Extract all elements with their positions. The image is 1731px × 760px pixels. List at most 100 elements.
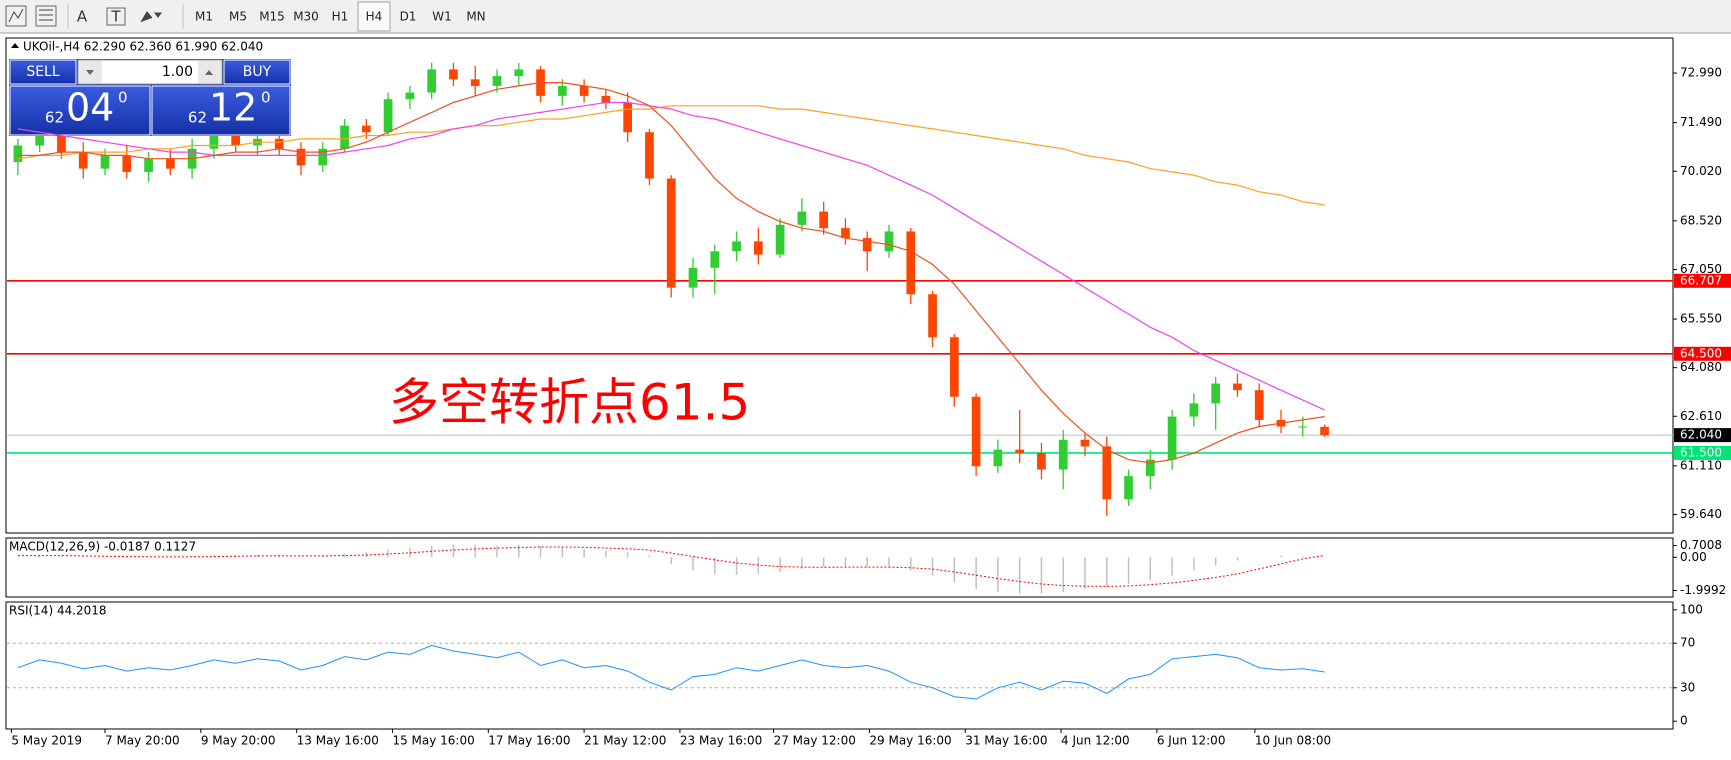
y-tick-label: 30 — [1680, 680, 1695, 694]
candle-body — [732, 241, 741, 252]
timeframe-active[interactable] — [357, 1, 391, 32]
panel-title: RSI(14) 44.2018 — [9, 604, 107, 618]
icon[interactable] — [35, 5, 57, 27]
candle-body — [35, 132, 45, 146]
level-label: 61.500 — [1680, 445, 1722, 459]
buy-price-box[interactable] — [151, 85, 291, 136]
panel-frame — [5, 37, 1674, 534]
candle-body — [78, 152, 88, 169]
level-label-bg — [1674, 428, 1731, 443]
candle-body — [993, 449, 1003, 467]
x-tick-label: 29 May 16:00 — [869, 734, 951, 748]
x-tick-label: 10 Jun 08:00 — [1255, 734, 1331, 748]
timeframe-button[interactable]: M15 — [259, 10, 285, 24]
x-tick-label: 21 May 12:00 — [584, 734, 666, 748]
candle-body — [579, 85, 589, 96]
buy-price-sup: 0 — [261, 89, 271, 107]
candle-body — [1298, 426, 1308, 428]
y-tick-label: 100 — [1680, 602, 1703, 616]
symbol-marker — [11, 43, 19, 48]
candle-body — [1015, 449, 1025, 453]
timeframe-button[interactable]: M30 — [293, 10, 319, 24]
candle-body — [645, 132, 654, 179]
sell-label[interactable]: SELL — [26, 64, 60, 80]
sell-price-main: 04 — [66, 86, 114, 130]
candle-body — [296, 148, 306, 166]
level-label-bg — [1674, 273, 1731, 288]
signal-line — [17, 546, 1325, 587]
arrow — [205, 70, 213, 75]
timeframe-button[interactable]: M1 — [195, 10, 213, 24]
x-tick-label: 17 May 16:00 — [488, 734, 570, 748]
x-tick-label: 15 May 16:00 — [392, 734, 474, 748]
tool-icon[interactable]: T — [110, 8, 121, 26]
timeframe-button[interactable]: H4 — [366, 10, 383, 24]
icon[interactable] — [5, 5, 27, 27]
panel-title: MACD(12,26,9) -0.0187 0.1127 — [9, 540, 196, 554]
candle-body — [13, 145, 23, 162]
candle-body — [405, 92, 415, 100]
candle-body — [1189, 403, 1199, 417]
y-tick-label: 72.990 — [1680, 66, 1722, 80]
moving-average — [17, 82, 1325, 464]
buy-price-main: 12 — [209, 86, 257, 130]
timeframe-button[interactable]: M5 — [229, 10, 247, 24]
x-tick-label: 6 Jun 12:00 — [1157, 734, 1226, 748]
candle-body — [1102, 446, 1112, 500]
candle-body — [797, 211, 807, 225]
candle-body — [775, 224, 785, 255]
candle-body — [623, 102, 633, 133]
x-tick-label: 7 May 20:00 — [105, 734, 180, 748]
x-tick-label: 23 May 16:00 — [680, 734, 762, 748]
candle-body — [209, 135, 219, 149]
candle-body — [122, 155, 132, 172]
tool-frame[interactable] — [106, 7, 126, 26]
buy-price-big: 62 — [188, 109, 207, 127]
candle-body — [906, 231, 916, 295]
lot-value[interactable]: 1.00 — [162, 64, 193, 80]
toolbar-icons — [5, 4, 184, 29]
buy-button[interactable] — [223, 59, 291, 85]
arrow — [86, 70, 94, 75]
candle-body — [557, 85, 567, 96]
candle-body — [1211, 383, 1221, 404]
candle-body — [1233, 383, 1242, 391]
y-tick-label: 59.640 — [1680, 507, 1722, 521]
level-label-bg — [1674, 346, 1731, 361]
candle-body — [601, 95, 611, 103]
x-tick-label: 9 May 20:00 — [201, 734, 276, 748]
y-tick-label: 62.610 — [1680, 409, 1722, 423]
buy-label[interactable]: BUY — [243, 64, 272, 80]
candle-body — [884, 231, 894, 252]
icon-glyph — [8, 8, 24, 23]
candle-body — [144, 158, 153, 172]
candle-body — [949, 337, 959, 397]
candle-body — [753, 241, 763, 255]
sell-price-big: 62 — [45, 109, 64, 127]
candle-body — [862, 238, 872, 252]
timeframe-button[interactable]: W1 — [432, 10, 452, 24]
candle-body — [361, 125, 371, 133]
tool-icon[interactable]: A — [77, 8, 88, 26]
toolbar — [0, 0, 1731, 33]
panel-frame — [5, 601, 1674, 730]
x-tick-label: 13 May 16:00 — [297, 734, 379, 748]
timeframe-button[interactable]: D1 — [400, 10, 417, 24]
timeframe-button[interactable]: MN — [466, 10, 485, 24]
y-tick-label: 0.00 — [1680, 550, 1707, 564]
candle-body — [688, 267, 698, 288]
timeframe-button[interactable]: H1 — [332, 10, 349, 24]
candle-body — [710, 251, 720, 268]
annotation: 多空转折点61.5 — [389, 374, 750, 432]
y-tick-label: -1.9992 — [1680, 583, 1726, 597]
candle-body — [318, 148, 328, 166]
candle-body — [1254, 390, 1264, 420]
sell-price-box[interactable] — [9, 85, 151, 136]
candle-body — [1058, 439, 1068, 470]
icon-glyph[interactable] — [140, 11, 162, 23]
sell-button[interactable] — [9, 59, 77, 85]
level-label: 66.707 — [1680, 273, 1722, 287]
icon-glyph — [39, 9, 53, 21]
y-tick-label: 70 — [1680, 636, 1695, 650]
y-tick-label: 70.020 — [1680, 164, 1722, 178]
